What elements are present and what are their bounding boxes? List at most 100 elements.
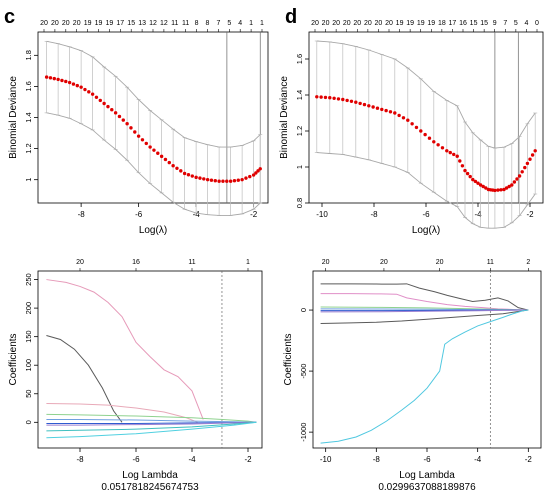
top-tick-label: 19 xyxy=(427,20,435,27)
y-tick-label: 0.8 xyxy=(295,198,304,208)
top-tick-label: 17 xyxy=(449,20,457,27)
cv-mean-point xyxy=(515,177,519,181)
panel-f: -10 -8 -6 -4 -2 -1000 -500 0 20 20 20 11 2 Log Lambda… xyxy=(275,245,550,493)
y-tick-label: 0 xyxy=(299,308,308,312)
cv-mean-point xyxy=(236,178,240,182)
coefficient-path-line xyxy=(46,413,257,423)
x-tick-label: -6 xyxy=(422,210,430,219)
cv-mean-point xyxy=(79,85,83,89)
top-tick-label: 20 xyxy=(353,20,361,27)
cv-mean-point xyxy=(225,179,229,183)
coefficient-path-line xyxy=(320,283,529,311)
y-axis-title: Coefficients xyxy=(283,333,294,385)
cv-mean-point xyxy=(221,179,225,183)
y-tick-label: 1.4 xyxy=(295,90,304,100)
coefficient-path-line xyxy=(320,309,529,444)
cv-mean-point xyxy=(258,167,262,171)
cv-deviance-chart-d: -10 -8 -6 -4 -20.811.21.41.620 20 20 20 20 20 20 20… xyxy=(279,20,544,236)
y-tick-label: 200 xyxy=(24,302,33,315)
top-tick-label: 20 xyxy=(311,20,319,27)
cv-mean-point xyxy=(256,169,260,173)
cv-mean-point xyxy=(493,188,497,193)
x-axis-subtitle: 0.0299637088189876 xyxy=(378,482,476,493)
x-axis-title: Log Lambda xyxy=(122,470,178,481)
cv-mean-point xyxy=(156,151,160,155)
cv-mean-point xyxy=(202,177,206,181)
upper-envelope xyxy=(46,40,261,148)
panel-c: c -8 -6 -4 -2 1 1.2 1.4 1.6 1.8 20 20 20 20 19 19 19 17 1… xyxy=(0,0,275,245)
top-tick-label: 1 xyxy=(249,20,253,27)
cv-mean-point xyxy=(251,173,256,177)
cv-mean-point xyxy=(171,163,175,168)
cv-mean-point xyxy=(349,99,354,104)
coefficient-path-line xyxy=(46,335,123,423)
top-tick-label: 15 xyxy=(480,20,488,27)
cv-mean-point xyxy=(90,92,95,96)
top-tick-label: 19 xyxy=(396,20,404,27)
cv-mean-point xyxy=(440,146,445,150)
plot-frame xyxy=(37,31,269,204)
top-tick-label: 12 xyxy=(160,20,168,27)
y-tick-label: 1 xyxy=(24,178,33,182)
cv-mean-point xyxy=(163,157,168,162)
cv-mean-point xyxy=(507,184,511,189)
cv-mean-point xyxy=(205,177,210,182)
cv-mean-point xyxy=(460,164,465,168)
cv-mean-point xyxy=(136,134,141,138)
top-tick-label: 19 xyxy=(406,20,414,27)
coefficient-path-line xyxy=(46,421,257,426)
y-tick-label: 250 xyxy=(24,273,33,286)
cv-mean-point xyxy=(332,96,336,101)
plot-frame xyxy=(308,31,544,204)
top-tick-label: 20 xyxy=(375,20,383,27)
cv-mean-point xyxy=(44,75,49,79)
y-tick-label: 1 xyxy=(295,165,304,169)
top-tick-label: 20 xyxy=(322,259,330,266)
top-tick-label: 8 xyxy=(206,20,210,27)
coefficient-path-chart-f: -10 -8 -6 -4 -2 -1000 -500 0 20 20 20 11 2 Log Lambda… xyxy=(283,259,542,493)
top-tick-label: 20 xyxy=(76,259,84,266)
y-tick-label: -1000 xyxy=(299,423,308,442)
top-tick-label: 15 xyxy=(127,20,135,27)
cv-mean-point xyxy=(315,95,319,99)
cv-mean-point xyxy=(499,188,503,192)
plot-frame xyxy=(37,270,263,449)
x-tick-label: -6 xyxy=(423,455,431,464)
cv-mean-point xyxy=(423,132,427,137)
x-axis-subtitle: 0.0517818245674753 xyxy=(101,482,199,493)
y-tick-label: 1.6 xyxy=(24,81,33,91)
cv-mean-point xyxy=(523,165,527,170)
cv-mean-point xyxy=(502,187,506,192)
cv-mean-point xyxy=(110,108,114,112)
cv-mean-point xyxy=(106,104,110,109)
top-tick-label: 20 xyxy=(364,20,372,27)
x-axis-title: Log(λ) xyxy=(139,225,167,236)
cv-mean-point xyxy=(254,171,258,175)
plot-frame xyxy=(312,270,542,449)
panel-label-c: c xyxy=(4,6,16,28)
cv-mean-point xyxy=(463,168,467,173)
cv-mean-point xyxy=(380,107,384,112)
x-tick-label: -10 xyxy=(316,210,328,219)
cv-mean-point xyxy=(52,76,56,81)
cv-mean-point xyxy=(198,176,202,180)
top-tick-label: 20 xyxy=(436,259,444,266)
top-tick-label: 8 xyxy=(195,20,199,27)
top-tick-label: 15 xyxy=(470,20,478,27)
cv-mean-point xyxy=(113,111,118,115)
cv-mean-point xyxy=(94,95,99,99)
top-tick-label: 1 xyxy=(260,20,264,27)
cv-mean-point xyxy=(102,101,106,106)
cv-mean-point xyxy=(484,186,488,190)
top-tick-label: 19 xyxy=(84,20,92,27)
cv-mean-point xyxy=(129,126,133,130)
top-tick-label: 19 xyxy=(106,20,114,27)
cv-mean-point xyxy=(323,95,328,100)
panel-d: d -10 -8 -6 -4 -2 0.8 1 1.2 1.4 1.6 20 20 20 20 20 20 20… xyxy=(275,0,550,245)
coefficient-path-line xyxy=(46,279,204,420)
cv-mean-point xyxy=(194,175,198,180)
cv-mean-point xyxy=(478,183,483,187)
top-tick-label: 20 xyxy=(40,20,48,27)
cv-mean-point xyxy=(83,87,87,92)
cv-mean-point xyxy=(248,174,252,179)
